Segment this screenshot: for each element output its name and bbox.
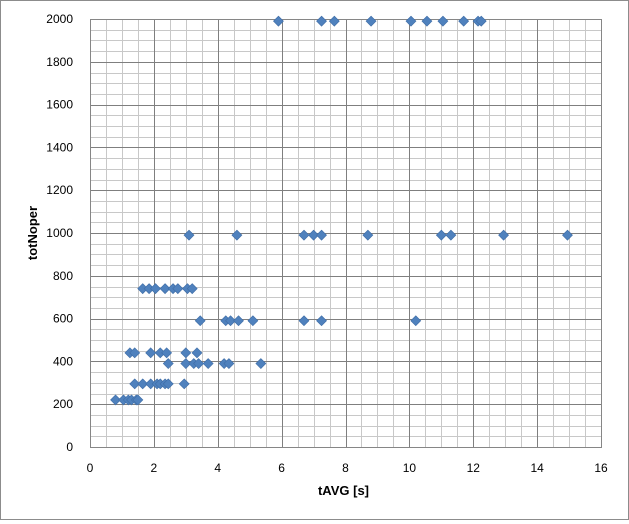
data-point	[562, 229, 573, 241]
x-tick-label: 8	[342, 461, 349, 475]
data-point	[298, 229, 310, 241]
data-point	[475, 15, 487, 27]
data-point	[233, 315, 244, 327]
data-point	[150, 283, 161, 295]
data-point	[362, 229, 374, 241]
x-tick-label: 0	[87, 461, 94, 475]
data-point	[178, 378, 190, 390]
data-point	[137, 378, 149, 390]
data-point	[145, 347, 157, 359]
data-point	[162, 378, 174, 390]
data-point	[316, 229, 327, 241]
data-point	[365, 15, 377, 27]
data-point	[405, 15, 417, 27]
data-points	[110, 15, 573, 406]
y-tick-label: 0	[66, 440, 73, 454]
y-tick-label: 1200	[46, 183, 73, 197]
data-point	[435, 229, 447, 241]
data-point	[191, 347, 203, 359]
y-tick-label: 1800	[46, 55, 73, 69]
y-tick-label: 800	[53, 269, 73, 283]
data-point	[247, 315, 259, 327]
data-point	[110, 394, 121, 406]
plot-area-border	[90, 19, 602, 448]
data-point	[180, 358, 192, 369]
y-tick-label: 1000	[46, 226, 73, 240]
y-tick-label: 600	[53, 312, 73, 326]
x-tick-label: 12	[467, 461, 481, 475]
data-point	[498, 229, 510, 241]
data-point	[316, 15, 327, 27]
data-point	[328, 15, 340, 27]
x-tick-label: 2	[151, 461, 158, 475]
data-point	[186, 283, 198, 295]
data-point	[298, 315, 310, 327]
data-point	[273, 15, 284, 27]
data-point	[316, 315, 327, 327]
data-point	[308, 229, 319, 241]
y-axis-title: totNoper	[25, 206, 40, 260]
data-point	[129, 347, 141, 359]
x-axis-title: tAVG [s]	[318, 483, 369, 498]
x-tick-label: 10	[403, 461, 417, 475]
y-tick-label: 1400	[46, 140, 73, 154]
data-point	[410, 315, 422, 327]
data-point	[445, 229, 457, 241]
data-point	[161, 347, 173, 359]
data-point	[132, 394, 144, 406]
x-tick-label: 14	[530, 461, 544, 475]
data-point	[183, 229, 195, 241]
data-point	[437, 15, 449, 27]
data-point	[172, 283, 184, 295]
data-point	[194, 315, 206, 327]
y-tick-label: 400	[53, 354, 73, 368]
data-point	[180, 347, 192, 359]
y-tick-label: 1600	[46, 98, 73, 112]
data-point	[225, 315, 236, 327]
data-point	[162, 358, 174, 369]
y-tick-label: 200	[53, 397, 73, 411]
x-tick-label: 16	[594, 461, 608, 475]
data-point	[421, 15, 433, 27]
data-point	[223, 358, 235, 369]
x-tick-label: 6	[278, 461, 285, 475]
data-point	[458, 15, 470, 27]
x-tick-label: 4	[214, 461, 221, 475]
y-tick-label: 2000	[46, 12, 73, 26]
data-point	[159, 283, 171, 295]
data-point	[193, 358, 205, 369]
data-point	[255, 358, 267, 369]
data-point	[129, 378, 141, 390]
y-axis-tick-labels: 0 200 400 600 800 1000 1200 1400 1600 1800 2000	[46, 12, 73, 454]
x-axis-tick-labels: 0 2 4 6 8 10 12 14 16	[87, 461, 608, 475]
data-point	[202, 358, 214, 369]
data-point	[231, 229, 243, 241]
